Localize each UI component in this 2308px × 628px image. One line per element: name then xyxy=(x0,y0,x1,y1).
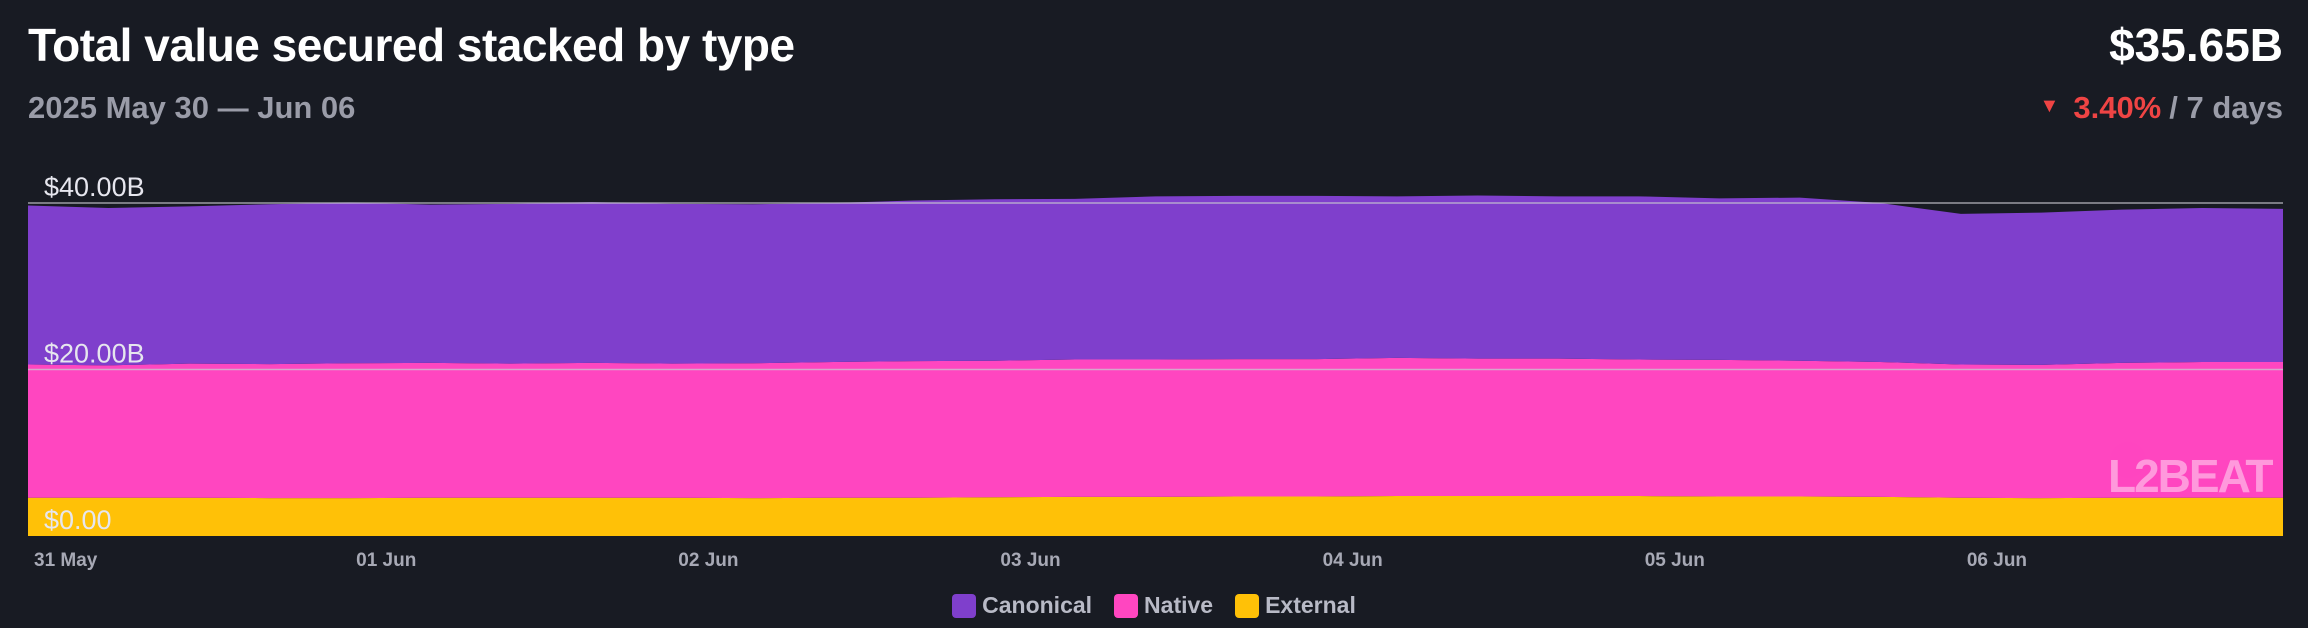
heart-icon xyxy=(2110,442,2146,478)
x-tick-label: 06 Jun xyxy=(1967,550,2027,571)
area-external[interactable] xyxy=(28,496,2283,536)
x-tick-label: 31 May xyxy=(34,550,98,571)
x-tick-label: 02 Jun xyxy=(678,550,738,571)
down-arrow-icon: ▼ xyxy=(2039,94,2060,117)
chart-title: Total value secured stacked by type xyxy=(28,19,795,71)
legend-item-native[interactable]: Native xyxy=(1114,592,1213,619)
chart-legend: Canonical Native External xyxy=(0,592,2308,619)
legend-item-external[interactable]: External xyxy=(1235,592,1356,619)
x-tick-label: 03 Jun xyxy=(1000,550,1060,571)
legend-label-external: External xyxy=(1265,592,1356,618)
legend-swatch-native xyxy=(1114,593,1139,618)
area-canonical[interactable] xyxy=(28,195,2283,366)
area-native[interactable] xyxy=(28,357,2283,499)
legend-label-canonical: Canonical xyxy=(982,592,1093,618)
x-tick-label: 01 Jun xyxy=(356,550,416,571)
y-tick-label: $40.00B xyxy=(44,172,145,202)
y-tick-label: $20.00B xyxy=(44,339,145,369)
legend-item-canonical[interactable]: Canonical xyxy=(952,592,1092,619)
total-value: $35.65B xyxy=(2109,19,2283,71)
x-tick-label: 05 Jun xyxy=(1645,550,1705,571)
x-tick-label: 04 Jun xyxy=(1323,550,1383,571)
stacked-area-chart[interactable]: $0.00 $20.00B $40.00B 31 May 01 Jun 02 Jun 03… xyxy=(0,160,2308,590)
watermark-text: L2BEAT xyxy=(2108,450,2273,502)
y-tick-label: $0.00 xyxy=(44,505,112,535)
date-range: 2025 May 30 — Jun 06 xyxy=(28,90,356,125)
legend-swatch-canonical xyxy=(952,593,977,618)
change-period: / 7 days xyxy=(2169,90,2283,125)
change-indicator: ▼ 3.40% / 7 days xyxy=(2040,90,2283,126)
legend-label-native: Native xyxy=(1144,592,1214,618)
change-percent: 3.40% xyxy=(2073,90,2162,125)
legend-swatch-external xyxy=(1235,593,1260,618)
l2beat-logo: L2BEAT xyxy=(2108,442,2275,502)
